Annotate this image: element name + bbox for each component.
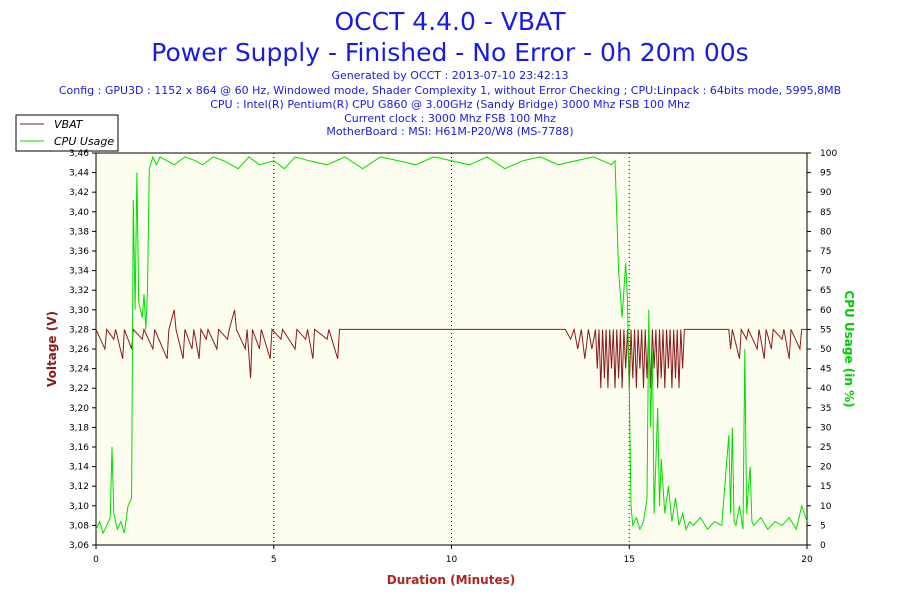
y-axis-label-left: Voltage (V) — [45, 311, 59, 387]
y-left-tick-label: 3,44 — [69, 169, 89, 179]
y-right-tick-label: 30 — [820, 423, 832, 433]
y-right-tick-label: 50 — [820, 345, 832, 355]
y-left-tick-label: 3,42 — [69, 188, 89, 198]
y-right-tick-label: 35 — [820, 404, 831, 414]
y-right-tick-label: 85 — [820, 208, 831, 218]
chart-subtitle: Power Supply - Finished - No Error - 0h … — [151, 38, 748, 67]
y-right-tick-label: 20 — [820, 463, 832, 473]
y-right-tick-label: 55 — [820, 325, 831, 335]
y-left-tick-label: 3,38 — [69, 227, 89, 237]
grid-lines — [273, 153, 630, 545]
y-left-tick-label: 3,34 — [69, 267, 89, 277]
y-right-tick-label: 10 — [820, 502, 832, 512]
info-line-cpu: CPU : Intel(R) Pentium(R) CPU G860 @ 3.0… — [210, 98, 690, 111]
y-right-tick-label: 70 — [820, 267, 832, 277]
y-right-tick-label: 80 — [820, 227, 832, 237]
legend: VBAT CPU Usage — [15, 114, 119, 152]
chart-title: OCCT 4.4.0 - VBAT — [334, 7, 566, 36]
y-left-tick-label: 3,26 — [69, 345, 89, 355]
y-right-tick-label: 25 — [820, 443, 831, 453]
y-right-tick-label: 60 — [820, 306, 832, 316]
y-left-tick-label: 3,24 — [69, 365, 89, 375]
legend-label-cpu-usage: CPU Usage — [54, 135, 114, 148]
y-left-tick-label: 3,30 — [69, 306, 89, 316]
x-tick-label: 0 — [93, 555, 99, 565]
y-left-tick-label: 3,36 — [69, 247, 89, 257]
y-right-tick-label: 75 — [820, 247, 831, 257]
info-line-config: Config : GPU3D : 1152 x 864 @ 60 Hz, Win… — [59, 84, 841, 97]
y-left-tick-label: 3,14 — [69, 463, 89, 473]
x-tick-label: 10 — [446, 555, 458, 565]
legend-box — [15, 114, 119, 152]
y-left-tick-label: 3,32 — [69, 286, 89, 296]
y-right-tick-label: 40 — [820, 384, 832, 394]
info-line-generated: Generated by OCCT : 2013-07-10 23:42:13 — [331, 69, 568, 82]
y-left-tick-label: 3,18 — [69, 423, 89, 433]
y-right-tick-label: 15 — [820, 482, 831, 492]
series-line-vbat — [95, 309, 807, 389]
series-layer — [95, 155, 808, 535]
y-right-tick-label: 90 — [820, 188, 832, 198]
info-line-motherboard: MotherBoard : MSI: H61M-P20/W8 (MS-7788) — [326, 125, 573, 138]
series-line-cpu-usage — [95, 155, 808, 535]
tick-layer: 0 5 10 15 20 3,06 3,08 3,10 3,12 3,14 3,16 3,18 3,20… — [69, 149, 837, 565]
y-right-tick-label: 65 — [820, 286, 831, 296]
y-axis-label-right: CPU Usage (in %) — [842, 290, 856, 407]
x-tick-label: 20 — [801, 555, 813, 565]
y-right-tick-label: 95 — [820, 169, 831, 179]
x-tick-label: 5 — [271, 555, 277, 565]
y-left-tick-label: 3,40 — [69, 208, 89, 218]
y-right-tick-label: 0 — [820, 541, 826, 551]
y-left-tick-label: 3,16 — [69, 443, 89, 453]
y-right-tick-label: 100 — [820, 149, 837, 159]
x-axis-label: Duration (Minutes) — [387, 573, 515, 587]
y-left-tick-label: 3,28 — [69, 325, 89, 335]
y-right-tick-label: 45 — [820, 365, 831, 375]
y-left-tick-label: 3,08 — [69, 521, 89, 531]
y-left-tick-label: 3,22 — [69, 384, 89, 394]
y-left-tick-label: 3,46 — [69, 149, 89, 159]
y-right-tick-label: 5 — [820, 521, 826, 531]
y-left-tick-label: 3,12 — [69, 482, 89, 492]
legend-label-vbat: VBAT — [54, 118, 84, 131]
y-left-tick-label: 3,10 — [69, 502, 89, 512]
info-line-clock: Current clock : 3000 Mhz FSB 100 Mhz — [344, 112, 556, 125]
y-left-tick-label: 3,20 — [69, 404, 89, 414]
y-left-tick-label: 3,06 — [69, 541, 89, 551]
x-tick-label: 15 — [624, 555, 635, 565]
